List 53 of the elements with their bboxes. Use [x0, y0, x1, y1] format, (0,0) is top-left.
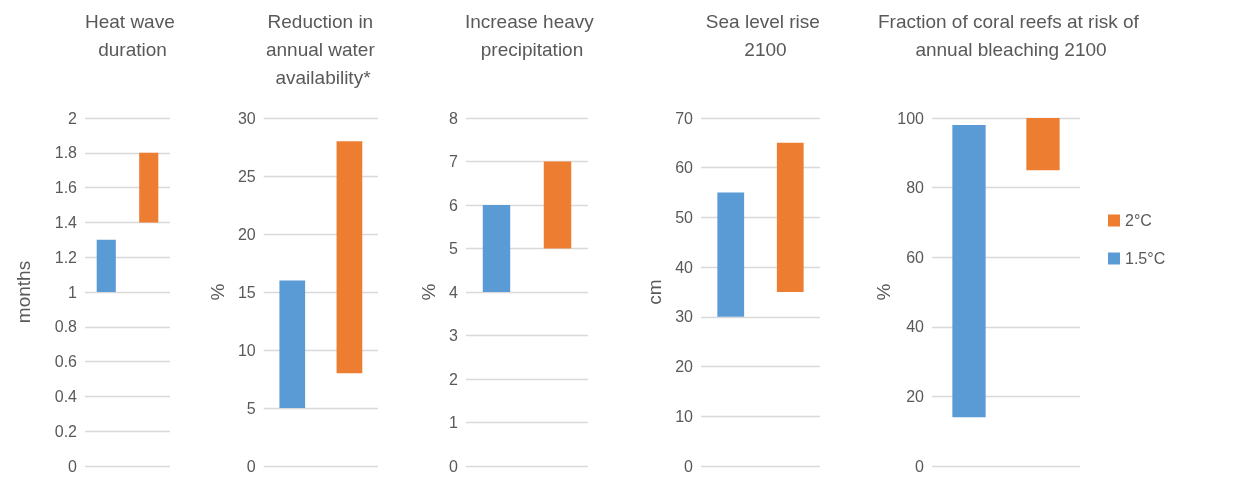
y-tick-label: 30	[237, 109, 256, 127]
y-tick-label: 70	[675, 109, 694, 127]
y-tick-label: 0.8	[54, 318, 78, 336]
y-tick-label: 100	[897, 109, 925, 127]
y-tick-label: 40	[906, 318, 925, 336]
y-tick-label: 20	[675, 358, 694, 376]
y-tick-label: 25	[237, 167, 256, 185]
y-tick-label: 4	[449, 283, 459, 301]
y-tick-label: 1	[449, 414, 459, 431]
y-tick-label: 60	[906, 248, 925, 266]
chart-title: Reduction in annual water availability*	[265, 10, 381, 88]
y-tick-label: 2	[449, 370, 459, 388]
legend-label: 2°C	[1125, 212, 1152, 229]
y-tick-label: 0	[68, 457, 78, 475]
y-tick-label: 6	[449, 196, 459, 214]
y-tick-label: 3	[449, 327, 459, 344]
y-tick-label: 0.4	[54, 387, 78, 405]
y-tick-label: 0	[684, 457, 694, 475]
y-tick-label: 1	[68, 283, 78, 301]
y-axis-title: cm	[644, 279, 666, 305]
y-tick-label: 10	[675, 407, 694, 425]
y-axis-title: %	[418, 283, 440, 301]
y-tick-label: 80	[906, 179, 925, 197]
y-tick-label: 20	[237, 225, 256, 243]
y-tick-label: 1.4	[54, 213, 78, 231]
y-tick-label: 8	[449, 109, 459, 127]
y-tick-label: 5	[246, 399, 256, 417]
y-tick-label: 10	[237, 341, 256, 359]
y-tick-label: 0.6	[54, 353, 78, 371]
y-tick-label: 30	[675, 308, 694, 326]
y-tick-label: 60	[675, 159, 694, 177]
y-tick-label: 0	[246, 457, 256, 475]
y-tick-label: 0	[449, 457, 459, 475]
y-tick-label: 40	[675, 258, 694, 276]
y-tick-label: 5	[449, 240, 459, 257]
y-tick-label: 2	[68, 109, 78, 127]
y-tick-label: 1.8	[54, 144, 78, 162]
y-tick-label: 0	[915, 457, 925, 475]
chart-title: Heat wave duration	[84, 10, 181, 60]
y-axis-title: months	[13, 260, 34, 324]
legend-label: 1.5°C	[1125, 250, 1166, 267]
y-tick-label: 1.6	[54, 179, 78, 197]
y-tick-label: 1.2	[54, 248, 78, 266]
y-axis-title: %	[207, 283, 228, 301]
y-axis-title: %	[873, 283, 895, 301]
chart-title: Sea level rise 2100	[705, 10, 826, 60]
y-tick-label: 20	[906, 387, 925, 405]
y-tick-label: 50	[675, 208, 694, 226]
y-tick-label: 15	[237, 283, 256, 301]
chart-title: Increase heavy precipitation	[464, 10, 600, 60]
y-tick-label: 7	[449, 153, 459, 170]
y-tick-label: 0.2	[54, 422, 78, 440]
chart-title: Fraction of coral reefs at risk of annual bleaching 2100	[877, 10, 1145, 60]
